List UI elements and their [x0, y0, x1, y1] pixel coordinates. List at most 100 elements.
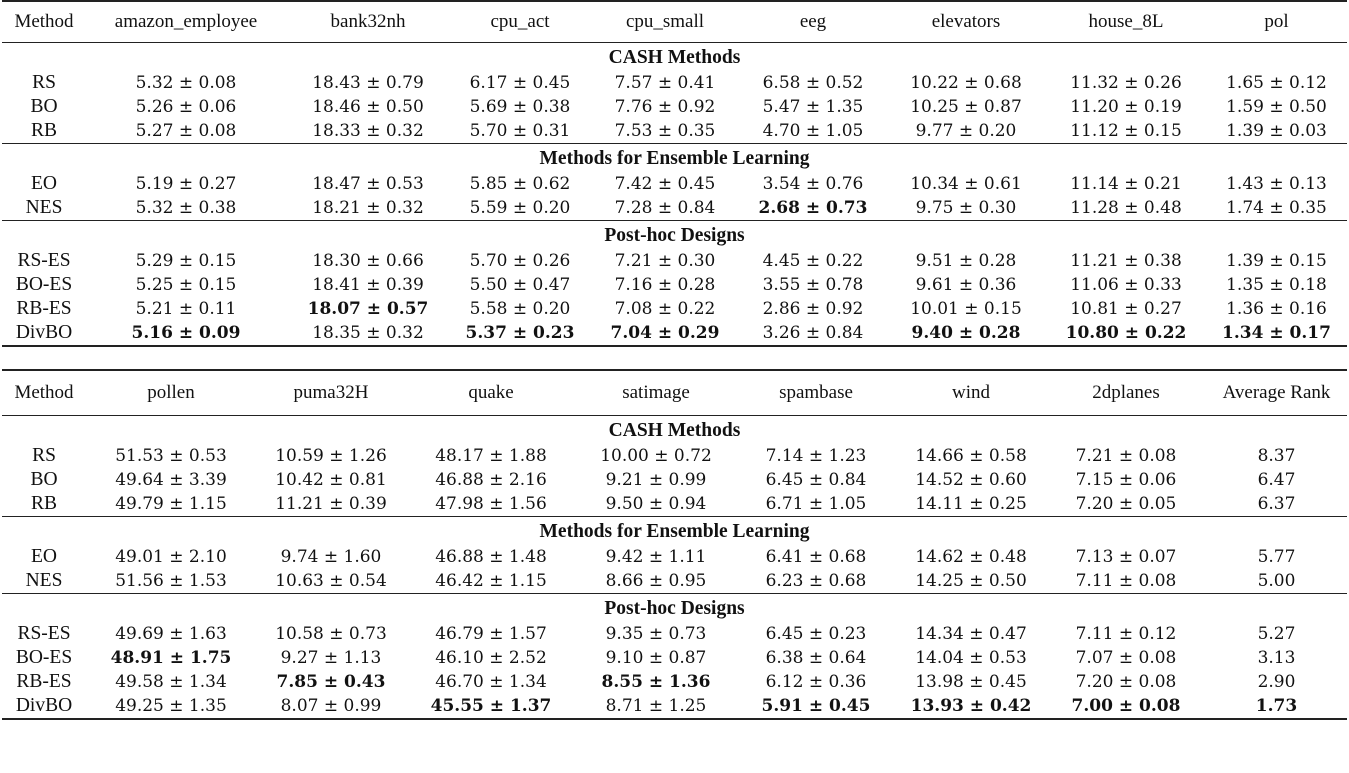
result-cell: 10.01 ± 0.15 — [910, 299, 1022, 319]
result-cell: 47.98 ± 1.56 — [406, 492, 576, 517]
result-cell: 6.12 ± 0.36 — [765, 672, 867, 692]
result-cell: 5.26 ± 0.06 — [135, 97, 237, 117]
result-cell: 11.32 ± 0.26 — [1070, 73, 1182, 93]
method-name: EO — [31, 546, 57, 567]
table-2-header: Method pollen puma32H quake satimage spambase… — [2, 369, 1347, 416]
result-cell: 7.21 ± 0.30 — [614, 251, 716, 271]
result-cell: 9.35 ± 0.73 — [605, 624, 707, 644]
result-cell: 5.70 ± 0.26 — [469, 251, 571, 271]
result-cell: 5.00 — [1206, 569, 1347, 594]
table-row: RB 5.27 ± 0.08 18.33 ± 0.32 5.70 ± 0.31 7.53… — [2, 119, 1347, 144]
results-table-1: Method amazon_employee bank32nh cpu_act cpu_… — [2, 0, 1347, 347]
best-result-cell: 8.55 ± 1.36 — [601, 672, 711, 692]
result-cell: 8.07 ± 0.99 — [256, 694, 406, 720]
result-cell: 6.71 ± 1.05 — [736, 492, 896, 517]
section-header-row: Methods for Ensemble Learning — [2, 517, 1347, 546]
table-row: RB 49.79 ± 1.15 11.21 ± 0.39 47.98 ± 1.56 9.… — [2, 492, 1347, 517]
result-cell: 2.90 — [1257, 672, 1296, 692]
result-cell: 5.32 ± 0.38 — [86, 196, 286, 221]
result-cell: 7.14 ± 1.23 — [765, 446, 867, 466]
results-tables: Method amazon_employee bank32nh cpu_act cpu_… — [0, 0, 1349, 720]
result-cell: 9.51 ± 0.28 — [915, 251, 1017, 271]
method-name: DivBO — [2, 321, 86, 347]
best-result-cell: 5.91 ± 0.45 — [736, 694, 896, 720]
section-title: Post-hoc Designs — [604, 225, 745, 246]
column-header: amazon_employee — [86, 0, 286, 43]
best-result-cell: 9.40 ± 0.28 — [886, 321, 1046, 347]
result-cell: 1.35 ± 0.18 — [1226, 275, 1327, 295]
result-cell: 1.39 ± 0.03 — [1206, 119, 1347, 144]
result-cell: 1.74 ± 0.35 — [1206, 196, 1347, 221]
result-cell: 3.55 ± 0.78 — [762, 275, 864, 295]
section-header-row: CASH Methods — [2, 416, 1347, 445]
result-cell: 5.25 ± 0.15 — [135, 275, 237, 295]
result-cell: 6.17 ± 0.45 — [469, 73, 571, 93]
result-cell: 18.43 ± 0.79 — [312, 73, 424, 93]
result-cell: 14.04 ± 0.53 — [915, 648, 1027, 668]
result-cell: 7.76 ± 0.92 — [614, 97, 716, 117]
result-cell: 5.58 ± 0.20 — [469, 299, 571, 319]
result-cell: 5.19 ± 0.27 — [135, 174, 237, 194]
table-gap — [0, 347, 1349, 369]
table-row: RB-ES 5.21 ± 0.11 18.07 ± 0.57 5.58 ± 0.20 7… — [2, 297, 1347, 321]
table-1-body: CASH Methods RS 5.32 ± 0.08 18.43 ± 0.79 6.1… — [2, 43, 1347, 347]
table-row: RS 51.53 ± 0.53 10.59 ± 1.26 48.17 ± 1.88 10… — [2, 444, 1347, 468]
best-result-cell: 7.00 ± 0.08 — [1046, 694, 1206, 720]
result-cell: 7.08 ± 0.22 — [614, 299, 716, 319]
result-cell: 5.21 ± 0.11 — [135, 299, 237, 319]
result-cell: 1.39 ± 0.15 — [1226, 251, 1327, 271]
best-result-cell: 48.91 ± 1.75 — [110, 648, 232, 668]
result-cell: 5.32 ± 0.08 — [135, 73, 237, 93]
result-cell: 14.66 ± 0.58 — [915, 446, 1027, 466]
result-cell: 46.70 ± 1.34 — [435, 672, 547, 692]
table-row: BO-ES 48.91 ± 1.75 9.27 ± 1.13 46.10 ± 2.52… — [2, 646, 1347, 670]
column-header: quake — [406, 369, 576, 416]
result-cell: 5.27 ± 0.08 — [86, 119, 286, 144]
best-result-cell: 10.80 ± 0.22 — [1046, 321, 1206, 347]
result-cell: 10.25 ± 0.87 — [910, 97, 1022, 117]
section-header-row: Post-hoc Designs — [2, 594, 1347, 623]
result-cell: 10.63 ± 0.54 — [256, 569, 406, 594]
result-cell: 18.21 ± 0.32 — [286, 196, 450, 221]
column-header: pol — [1206, 0, 1347, 43]
result-cell: 7.20 ± 0.08 — [1075, 672, 1177, 692]
result-cell: 11.06 ± 0.33 — [1070, 275, 1182, 295]
result-cell: 49.79 ± 1.15 — [86, 492, 256, 517]
table-row: EO 5.19 ± 0.27 18.47 ± 0.53 5.85 ± 0.62 7.42… — [2, 172, 1347, 196]
result-cell: 18.33 ± 0.32 — [286, 119, 450, 144]
method-name: NES — [2, 196, 86, 221]
result-cell: 5.70 ± 0.31 — [450, 119, 590, 144]
result-cell: 1.43 ± 0.13 — [1226, 174, 1327, 194]
result-cell: 10.00 ± 0.72 — [600, 446, 712, 466]
result-cell: 1.65 ± 0.12 — [1226, 73, 1327, 93]
result-cell: 4.45 ± 0.22 — [762, 251, 864, 271]
column-header: puma32H — [256, 369, 406, 416]
result-cell: 8.71 ± 1.25 — [576, 694, 736, 720]
result-cell: 8.66 ± 0.95 — [576, 569, 736, 594]
result-cell: 7.15 ± 0.06 — [1075, 470, 1177, 490]
result-cell: 5.77 — [1257, 547, 1296, 567]
column-header: Method — [2, 0, 86, 43]
result-cell: 46.10 ± 2.52 — [435, 648, 547, 668]
result-cell: 7.13 ± 0.07 — [1075, 547, 1177, 567]
method-name: BO — [30, 96, 58, 117]
method-name: DivBO — [2, 694, 86, 720]
result-cell: 5.85 ± 0.62 — [469, 174, 571, 194]
result-cell: 10.59 ± 1.26 — [275, 446, 387, 466]
result-cell: 9.27 ± 1.13 — [280, 648, 382, 668]
result-cell: 7.21 ± 0.08 — [1075, 446, 1177, 466]
method-name: EO — [31, 173, 57, 194]
result-cell: 9.10 ± 0.87 — [605, 648, 707, 668]
column-header: spambase — [736, 369, 896, 416]
table-row: BO-ES 5.25 ± 0.15 18.41 ± 0.39 5.50 ± 0.47 7… — [2, 273, 1347, 297]
table-row: RB-ES 49.58 ± 1.34 7.85 ± 0.43 46.70 ± 1.34… — [2, 670, 1347, 694]
result-cell: 9.77 ± 0.20 — [886, 119, 1046, 144]
result-cell: 9.21 ± 0.99 — [605, 470, 707, 490]
result-cell: 9.74 ± 1.60 — [280, 547, 382, 567]
result-cell: 10.81 ± 0.27 — [1070, 299, 1182, 319]
section-title: CASH Methods — [608, 420, 741, 441]
result-cell: 46.88 ± 2.16 — [435, 470, 547, 490]
column-header: cpu_small — [590, 0, 740, 43]
result-cell: 10.22 ± 0.68 — [910, 73, 1022, 93]
method-name: RS-ES — [17, 623, 71, 644]
